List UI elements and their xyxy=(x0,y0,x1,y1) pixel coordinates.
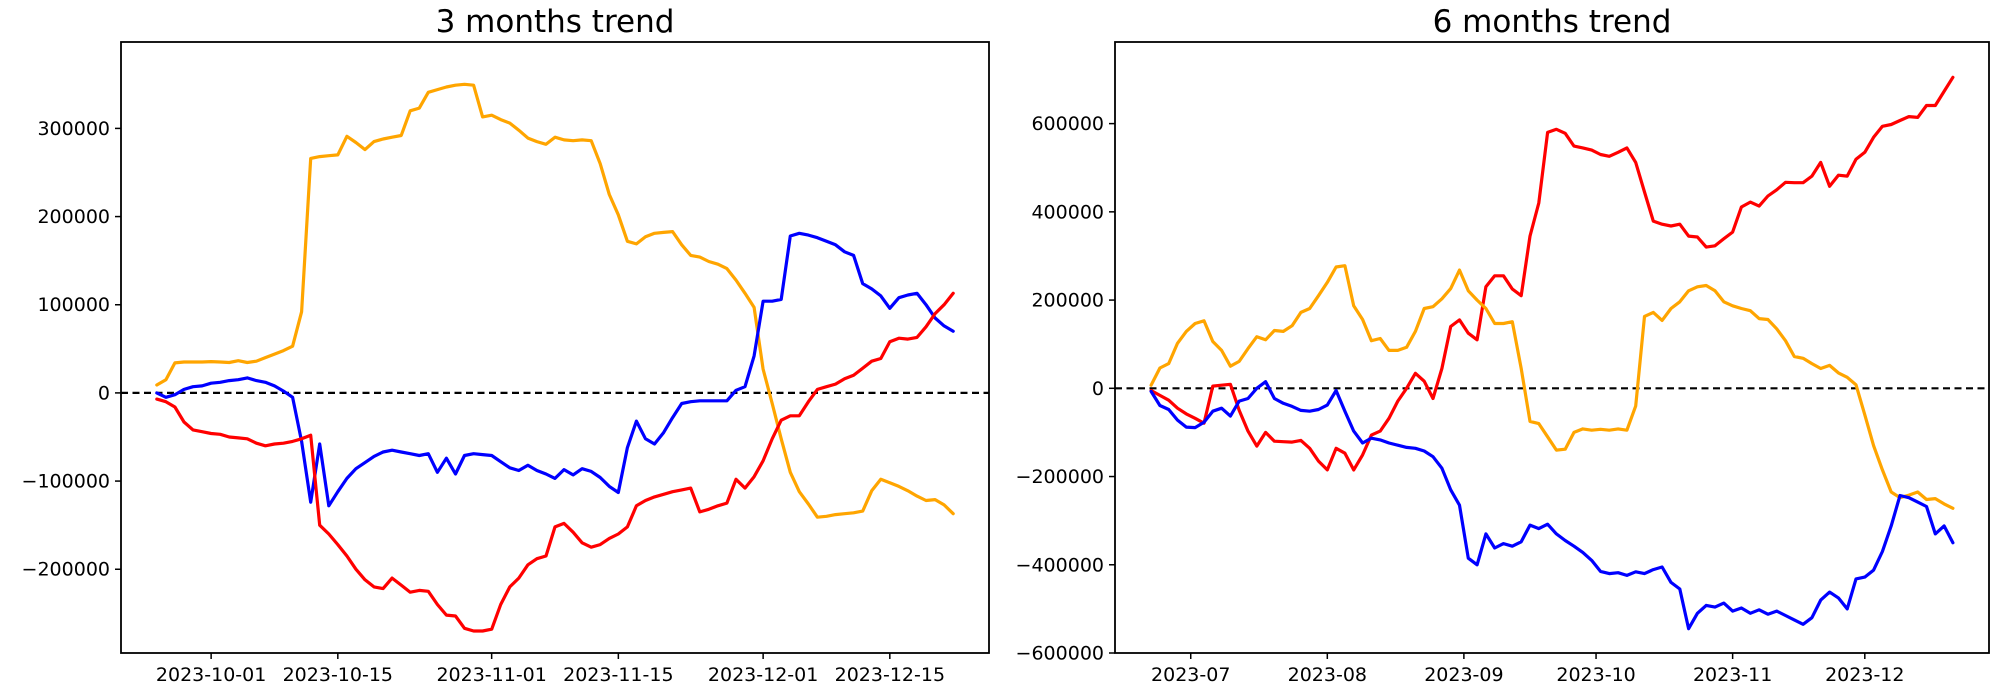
series-line-blue xyxy=(1149,380,1955,631)
x-tick-label: 2023-11 xyxy=(1693,664,1772,686)
chart-title-6-months: 6 months trend xyxy=(1432,4,1672,40)
y-tick-label: 0 xyxy=(1092,378,1104,400)
x-tick-label: 2023-12 xyxy=(1825,664,1904,686)
y-tick-label: −400000 xyxy=(1016,554,1104,576)
series-line-orange xyxy=(1149,264,1955,510)
y-tick-label: 100000 xyxy=(37,294,110,316)
y-tick-label: 200000 xyxy=(37,206,110,228)
y-tick-label: −600000 xyxy=(1016,643,1104,665)
y-tick-label: 600000 xyxy=(1031,113,1104,135)
x-tick-label: 2023-07 xyxy=(1151,664,1230,686)
x-tick-label: 2023-11-15 xyxy=(563,664,673,686)
x-tick-label: 2023-12-15 xyxy=(835,664,945,686)
y-tick-label: 200000 xyxy=(1031,290,1104,312)
y-tick-label: 400000 xyxy=(1031,201,1104,223)
axes-box xyxy=(120,41,990,654)
y-tick-label: −100000 xyxy=(22,471,110,493)
x-tick-label: 2023-10-15 xyxy=(283,664,393,686)
x-tick-label: 2023-10-01 xyxy=(156,664,266,686)
x-tick-label: 2023-12-01 xyxy=(708,664,818,686)
x-tick-label: 2023-09 xyxy=(1424,664,1503,686)
x-tick-label: 2023-10 xyxy=(1556,664,1635,686)
series-line-orange xyxy=(155,82,955,519)
y-tick-label: −200000 xyxy=(22,559,110,581)
y-tick-label: 300000 xyxy=(37,118,110,140)
series-line-red xyxy=(155,291,955,633)
series-line-blue xyxy=(155,231,955,508)
x-tick-label: 2023-11-01 xyxy=(436,664,546,686)
series-line-red xyxy=(1149,75,1955,472)
axes-box xyxy=(1114,41,1990,654)
y-tick-label: 0 xyxy=(98,382,110,404)
x-tick-label: 2023-08 xyxy=(1288,664,1367,686)
chart-title-3-months: 3 months trend xyxy=(435,4,675,40)
y-tick-label: −200000 xyxy=(1016,466,1104,488)
